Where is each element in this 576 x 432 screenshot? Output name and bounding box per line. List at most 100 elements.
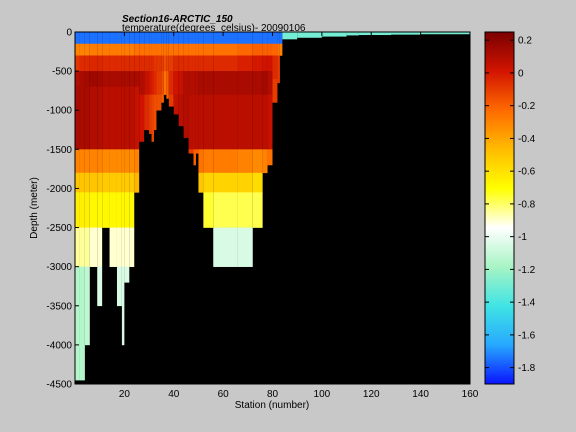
heatmap-cell — [97, 149, 103, 174]
heatmap-cell — [84, 71, 90, 88]
heatmap-cell — [203, 149, 214, 174]
heatmap-cell — [213, 71, 238, 95]
heatmap-cell — [121, 43, 125, 56]
heatmap-cell — [168, 71, 174, 95]
heatmap-cell — [262, 32, 268, 45]
heatmap-cell — [178, 43, 184, 56]
heatmap-cell — [166, 32, 169, 45]
heatmap-cell — [195, 55, 199, 72]
colorbar-tick-label: 0.2 — [518, 36, 532, 47]
heatmap-cell — [129, 55, 135, 72]
heatmap-cell — [272, 55, 278, 80]
heatmap-cell — [134, 86, 140, 150]
heatmap-cell — [195, 43, 199, 56]
heatmap-cell — [262, 149, 268, 174]
heatmap-cell — [149, 55, 152, 72]
heatmap-cell — [195, 94, 199, 150]
heatmap-cell — [102, 172, 110, 193]
y-tick-label: -2000 — [46, 184, 72, 195]
heatmap-cell — [109, 71, 117, 88]
heatmap-cell — [89, 149, 98, 174]
heatmap-cell — [193, 94, 196, 150]
heatmap-cell — [121, 55, 125, 72]
heatmap-cell — [252, 149, 263, 174]
heatmap-cell — [102, 71, 110, 88]
x-axis-ticks: 20 40 60 80 100 120 140 160 — [119, 32, 479, 400]
heatmap-cell — [267, 43, 273, 56]
heatmap-cell — [109, 86, 117, 150]
heatmap-cell — [193, 32, 196, 45]
heatmap-cell — [237, 227, 253, 267]
heatmap-cell — [124, 227, 130, 267]
heatmap-cell — [102, 86, 110, 150]
heatmap-cell — [183, 55, 189, 72]
heatmap-cells — [75, 32, 470, 381]
heatmap-cell — [116, 227, 122, 267]
y-axis-ticks: 0 -500 -1000 -1500 -2000 -2500 -3000 -3500 -4000… — [46, 28, 470, 391]
heatmap-cell — [188, 71, 194, 95]
heatmap-cell — [89, 227, 98, 267]
heatmap-cell — [178, 32, 184, 45]
heatmap-cell — [193, 43, 196, 56]
heatmap-cell — [109, 55, 117, 72]
heatmap-cell — [116, 172, 122, 193]
heatmap-cell — [79, 32, 85, 45]
heatmap-cell — [102, 43, 110, 56]
heatmap-cell — [237, 149, 253, 174]
heatmap-cell — [124, 55, 130, 72]
heatmap-cell — [193, 149, 196, 166]
heatmap-cell — [79, 172, 85, 193]
heatmap-cell — [116, 43, 122, 56]
heatmap-cell — [282, 32, 298, 40]
heatmap-cell — [84, 55, 90, 72]
x-tick-label: 120 — [363, 389, 380, 400]
heatmap-cell — [109, 32, 117, 45]
heatmap-cell — [203, 55, 214, 72]
heatmap-cell — [134, 32, 140, 45]
heatmap-cell — [188, 43, 194, 56]
colorbar: 0.2 0 -0.2 -0.4 -0.6 -0.8 -1 -1.2 -1.4 -1.6 -1.8 — [484, 31, 536, 385]
heatmap-cell — [267, 94, 273, 150]
heatmap-cell — [163, 43, 167, 56]
heatmap-cell — [173, 71, 179, 95]
heatmap-cell — [84, 43, 90, 56]
heatmap-cell — [116, 149, 122, 174]
heatmap-cell — [121, 192, 125, 228]
heatmap-cell — [79, 71, 85, 88]
heatmap-cell — [237, 94, 253, 150]
heatmap-cell — [84, 227, 90, 267]
heatmap-cell — [163, 32, 167, 45]
heatmap-cell — [129, 86, 135, 150]
heatmap-cell — [75, 149, 80, 174]
heatmap-cell — [116, 55, 122, 72]
heatmap-cell — [168, 32, 174, 45]
heatmap-cell — [188, 55, 194, 72]
heatmap-cell — [154, 71, 157, 95]
heatmap-cell — [129, 71, 135, 88]
heatmap-cell — [154, 32, 157, 45]
heatmap-cell — [198, 71, 204, 95]
heatmap-cell — [279, 43, 283, 56]
heatmap-cell — [129, 43, 135, 56]
heatmap-cell — [252, 43, 263, 56]
x-tick-label: 140 — [412, 389, 429, 400]
heatmap-cell — [321, 32, 347, 37]
heatmap-cell — [198, 149, 204, 174]
heatmap-cell — [129, 227, 135, 267]
heatmap-cell — [97, 32, 103, 45]
colorbar-tick-label: -1.8 — [518, 363, 536, 374]
heatmap-cell — [183, 71, 189, 95]
heatmap-cell — [213, 43, 238, 56]
heatmap-cell — [183, 43, 189, 56]
heatmap-cell — [79, 43, 85, 56]
x-tick-label: 100 — [314, 389, 331, 400]
heatmap-cell — [75, 55, 80, 72]
heatmap-cell — [272, 32, 278, 45]
colorbar-tick-label: -1 — [518, 232, 527, 243]
heatmap-cell — [121, 227, 125, 267]
heatmap-cell — [267, 149, 273, 166]
heatmap-cell — [151, 71, 154, 95]
heatmap-cell — [277, 32, 280, 45]
heatmap-cell — [154, 55, 157, 72]
